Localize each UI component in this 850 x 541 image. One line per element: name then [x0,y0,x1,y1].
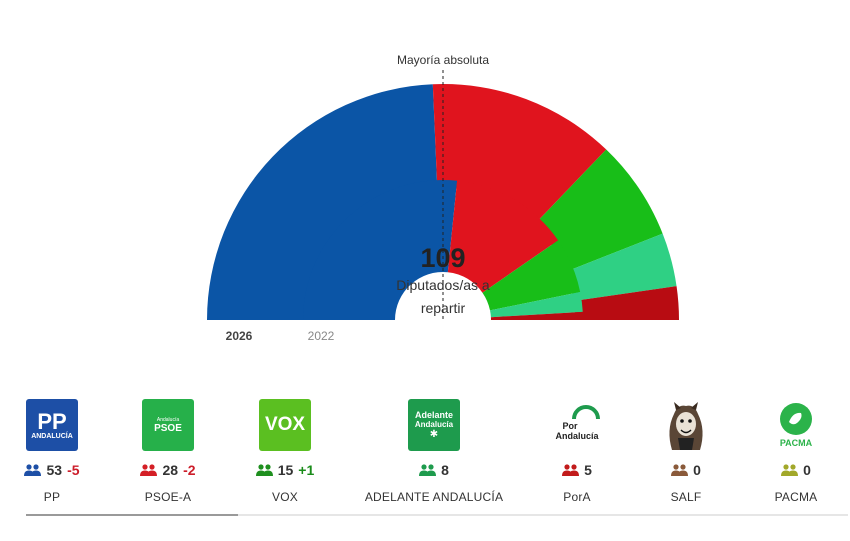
seat-segment-2022-2 [482,240,581,311]
seat-count: 0 [803,462,811,478]
ring-2022 [303,179,584,320]
party-list: PP ANDALUCÍA 53 -5 PP Andalucía PSOE 28 … [0,395,850,525]
seat-count: 53 [46,462,63,478]
seat-delta: +1 [298,462,315,478]
seat-segment-2026-4 [573,286,679,320]
party-name: PSOE-A [144,490,192,504]
people-icon [562,464,580,476]
arc-icon [572,405,600,419]
people-icon [140,464,158,476]
party-salf[interactable]: 0 SALF [616,395,756,504]
seat-delta: -5 [67,462,80,478]
center-value: 109 [420,243,465,273]
salf-logo [660,399,712,451]
party-name: PACMA [774,490,818,504]
people-icon [781,464,799,476]
scrollbar-thumb[interactable] [26,514,238,516]
star-icon: ✱ [429,429,439,440]
party-name: VOX [272,490,298,504]
party-name: PorA [563,490,591,504]
horizontal-scrollbar[interactable] [26,514,848,516]
seat-segment-2022-0 [303,179,458,320]
pp-logo-text: PP [37,408,67,434]
party-name: ADELANTE ANDALUCÍA [364,490,504,504]
pp-logo: PP ANDALUCÍA [26,399,78,451]
seat-segment-2022-4 [490,311,584,320]
adelante-logo-sub: Andalucía [414,420,454,429]
center-label-line1: Diputados/as a [396,277,490,293]
party-psoe-a[interactable]: Andalucía PSOE 28 -2 PSOE-A [98,395,238,504]
center-label-line2: repartir [421,300,466,316]
ring-label-2022: 2022 [308,329,335,343]
seat-count: 15 [277,462,294,478]
seat-delta: -2 [183,462,196,478]
people-icon [255,464,273,476]
pacma-logo-text: PACMA [779,438,813,448]
psoe-logo-sub: Andalucía [156,416,180,423]
pora-logo-text: Por [562,421,578,431]
ring-label-2026: 2026 [226,329,253,343]
majority-label: Mayoría absoluta [397,53,489,67]
seat-segment-2022-3 [490,291,583,318]
heart-leaf-icon [780,403,812,435]
seat-segment-2026-3 [565,233,677,302]
seat-count: 8 [441,462,449,478]
people-icon [24,464,42,476]
pacma-logo: PACMA [770,399,822,451]
people-icon [671,464,689,476]
party-pacma[interactable]: PACMA 0 PACMA [726,395,850,504]
people-icon [419,464,437,476]
party-name: SALF [670,490,702,504]
vox-logo-text: VOX [264,414,306,435]
party-adelante-andalucia[interactable]: Adelante Andalucía ✱ 8 ADELANTE ANDALUCÍ… [364,395,504,504]
pora-logo: Por Andalucía [551,399,603,451]
party-pp[interactable]: PP ANDALUCÍA 53 -5 PP [0,395,122,504]
party-pora[interactable]: Por Andalucía 5 PorA [507,395,647,504]
pp-logo-sub: ANDALUCÍA [31,432,73,440]
seat-segment-2026-0 [207,84,438,320]
adelante-logo-text: Adelante [414,410,453,420]
seat-count: 28 [162,462,179,478]
adelante-logo: Adelante Andalucía ✱ [408,399,460,451]
party-name: PP [43,490,61,504]
seat-segment-2026-2 [534,149,663,272]
seat-segment-2022-1 [447,180,559,293]
psoe-logo: Andalucía PSOE [142,399,194,451]
squirrel-icon [669,402,703,450]
pora-logo-sub: Andalucía [555,431,599,441]
seat-count: 0 [693,462,701,478]
seat-count: 5 [584,462,592,478]
psoe-logo-text: PSOE [154,422,182,434]
party-vox[interactable]: VOX 15 +1 VOX [215,395,355,504]
vox-logo: VOX [259,399,311,451]
hemicycle-chart: Mayoría absoluta 109 Diputados/as a repa… [207,53,679,343]
